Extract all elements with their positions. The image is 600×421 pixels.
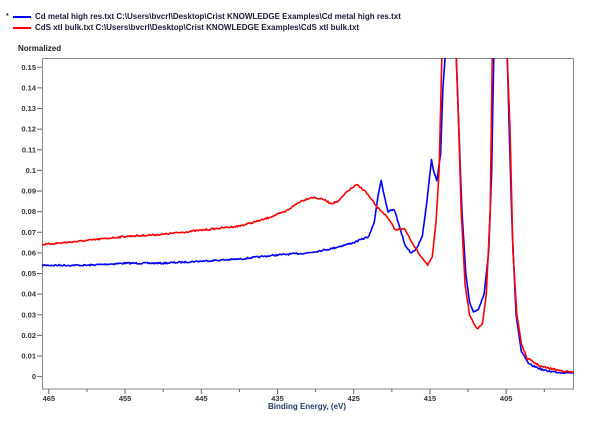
y-tick-label: 0.08 <box>21 207 36 216</box>
y-tick-label: 0.1 <box>26 166 36 175</box>
series-line-0 <box>42 58 574 375</box>
active-series-marker: * <box>6 13 9 20</box>
y-tick-label: 0.14 <box>21 83 36 92</box>
y-tick-label: 0.12 <box>21 125 36 134</box>
x-tick-label: 435 <box>271 394 284 403</box>
y-tick-label: 0.05 <box>21 269 36 278</box>
x-tick-label: 415 <box>424 394 437 403</box>
legend-swatch-red <box>13 26 31 29</box>
plot-frame <box>42 58 574 390</box>
x-axis-ticks: 465 455 445 435 425 415 405 <box>43 389 545 403</box>
series-line-1 <box>42 58 574 374</box>
y-tick-label: 0.13 <box>21 104 36 113</box>
x-tick-label: 455 <box>119 394 132 403</box>
y-tick-label: 0.07 <box>21 228 36 237</box>
x-tick-label: 425 <box>347 394 360 403</box>
legend-item-cds-bulk[interactable]: CdS xtl bulk.txt C:\Users\bvcrl\Desktop\… <box>6 22 401 33</box>
y-tick-label: 0.02 <box>21 331 36 340</box>
y-tick-label: 0.15 <box>21 63 36 72</box>
x-tick-label: 465 <box>43 394 56 403</box>
y-tick-label: 0 <box>32 372 36 381</box>
y-axis-ticks: 0.15 0.14 0.13 0.12 0.11 0.1 0.09 0.08 0.07 0.06 0… <box>21 63 42 381</box>
legend-label: CdS xtl bulk.txt C:\Users\bvcrl\Desktop\… <box>35 23 360 32</box>
y-tick-label: 0.03 <box>21 310 36 319</box>
y-tick-label: 0.04 <box>21 290 36 299</box>
legend-label: Cd metal high res.txt C:\Users\bvcrl\Des… <box>35 12 401 21</box>
x-tick-label: 445 <box>195 394 208 403</box>
y-tick-label: 0.06 <box>21 248 36 257</box>
x-tick-label: 405 <box>500 394 513 403</box>
x-axis-label: Binding Energy, (eV) <box>267 402 347 411</box>
y-axis-label: Normalized <box>18 44 62 53</box>
series-group <box>42 58 574 375</box>
y-tick-label: 0.01 <box>21 352 36 361</box>
y-tick-label: 0.11 <box>22 145 36 154</box>
legend-swatch-blue <box>13 15 31 18</box>
y-tick-label: 0.09 <box>21 187 36 196</box>
legend-item-cd-metal[interactable]: * Cd metal high res.txt C:\Users\bvcrl\D… <box>6 11 401 22</box>
legend: * Cd metal high res.txt C:\Users\bvcrl\D… <box>6 11 401 33</box>
